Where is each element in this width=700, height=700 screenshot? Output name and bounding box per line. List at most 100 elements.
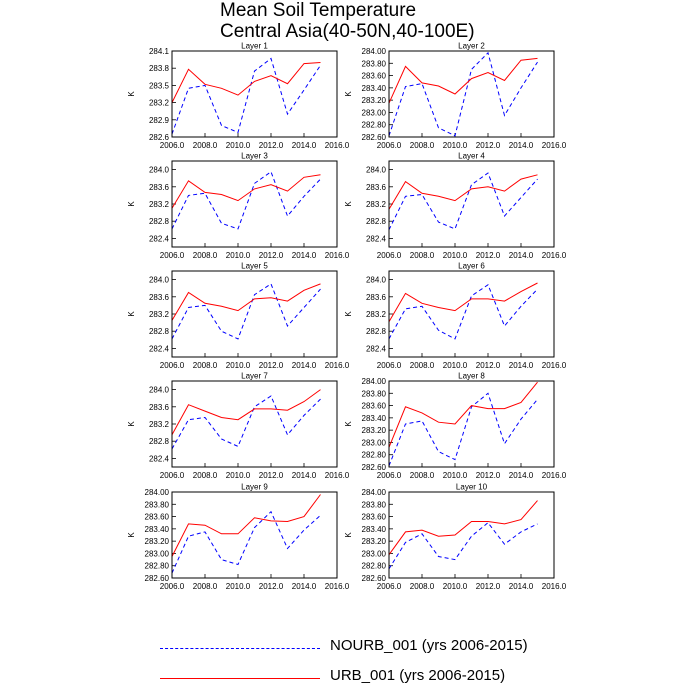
y-tick-label: 282.80 (362, 451, 387, 460)
x-tick-label: 2014.0 (509, 251, 534, 260)
x-tick-label: 2006.0 (160, 471, 185, 480)
x-tick-label: 2014.0 (509, 471, 534, 480)
y-tick-label: 282.60 (362, 463, 387, 472)
series-line-nourb (388, 521, 538, 570)
x-tick-label: 2008.0 (193, 471, 218, 480)
x-tick-label: 2008.0 (410, 582, 435, 591)
x-tick-label: 2016.0 (325, 141, 350, 150)
x-tick-label: 2016.0 (542, 582, 567, 591)
series-line-urb (171, 283, 321, 321)
y-tick-label: 283.20 (362, 426, 387, 435)
series-line-nourb (171, 510, 321, 574)
panel-title: Layer 5 (241, 262, 268, 271)
y-tick-label: 282.80 (362, 562, 387, 571)
y-tick-label: 283.60 (362, 402, 387, 411)
y-tick-label: 282.4 (149, 234, 170, 243)
y-tick-label: 283.2 (149, 310, 170, 319)
y-tick-label: 283.2 (149, 200, 170, 209)
y-tick-label: 283.40 (145, 525, 170, 534)
y-tick-label: 284.0 (149, 166, 170, 175)
y-axis-label: K (127, 201, 136, 207)
y-tick-label: 283.00 (362, 108, 387, 117)
x-tick-label: 2006.0 (377, 251, 402, 260)
y-tick-label: 283.40 (362, 414, 387, 423)
y-tick-label: 282.8 (149, 437, 170, 446)
title-line-1: Mean Soil Temperature (220, 0, 417, 21)
y-tick-label: 283.80 (362, 59, 387, 68)
series-line-urb (171, 389, 321, 436)
legend: NOURB_001 (yrs 2006-2015) URB_001 (yrs 2… (160, 636, 580, 696)
x-tick-label: 2006.0 (377, 582, 402, 591)
panel-title: Layer 9 (241, 483, 268, 492)
x-tick-label: 2012.0 (259, 141, 284, 150)
x-tick-label: 2006.0 (160, 582, 185, 591)
x-tick-label: 2010.0 (226, 361, 251, 370)
series-line-nourb (171, 57, 321, 135)
panel-title: Layer 10 (456, 483, 488, 492)
y-tick-label: 283.80 (145, 500, 170, 509)
x-tick-label: 2008.0 (410, 141, 435, 150)
panel-1: Layer 1 K 2006.0 2008.0 2010.0 2012.0 2014.0 20… (127, 42, 350, 151)
y-tick-label: 282.4 (366, 344, 387, 353)
y-tick-label: 284.00 (362, 47, 387, 56)
series-line-nourb (388, 172, 538, 231)
x-tick-label: 2008.0 (193, 141, 218, 150)
x-tick-label: 2012.0 (476, 361, 501, 370)
x-tick-label: 2008.0 (193, 251, 218, 260)
y-tick-label: 283.60 (145, 513, 170, 522)
x-tick-label: 2016.0 (542, 141, 567, 150)
x-tick-label: 2014.0 (509, 361, 534, 370)
y-tick-label: 282.80 (362, 121, 387, 130)
series-line-urb (388, 381, 538, 448)
y-tick-label: 284.00 (145, 488, 170, 497)
y-tick-label: 284.00 (362, 377, 387, 386)
y-tick-label: 283.20 (145, 537, 170, 546)
plot-frame (388, 270, 555, 358)
x-tick-label: 2010.0 (443, 361, 468, 370)
legend-swatch-urb (160, 678, 320, 679)
y-tick-label: 283.40 (362, 84, 387, 93)
y-tick-label: 283.2 (149, 99, 170, 108)
y-tick-label: 282.9 (149, 116, 170, 125)
panel-title: Layer 8 (458, 372, 485, 381)
x-tick-label: 2016.0 (542, 471, 567, 480)
panel-title: Layer 4 (458, 152, 485, 161)
x-tick-label: 2012.0 (259, 582, 284, 591)
y-axis-label: K (127, 532, 136, 538)
panel-grid: Layer 1 K 2006.0 2008.0 2010.0 2012.0 2014.0 20… (127, 42, 567, 592)
x-tick-label: 2016.0 (542, 251, 567, 260)
x-tick-label: 2012.0 (259, 361, 284, 370)
series-line-urb (171, 62, 321, 103)
y-tick-label: 282.60 (362, 133, 387, 142)
y-axis-label: K (344, 532, 353, 538)
y-axis-label: K (344, 421, 353, 427)
legend-item-urb: URB_001 (yrs 2006-2015) (160, 666, 580, 690)
y-tick-label: 284.0 (149, 386, 170, 395)
legend-label-nourb: NOURB_001 (yrs 2006-2015) (330, 637, 528, 654)
x-tick-label: 2016.0 (542, 361, 567, 370)
x-tick-label: 2006.0 (377, 361, 402, 370)
x-tick-label: 2016.0 (325, 251, 350, 260)
panel-title: Layer 3 (241, 152, 268, 161)
panel-4: Layer 4 K 2006.0 2008.0 2010.0 2012.0 2014.0 20… (344, 152, 567, 261)
x-tick-label: 2010.0 (226, 251, 251, 260)
y-tick-label: 283.6 (366, 293, 387, 302)
x-tick-label: 2010.0 (443, 471, 468, 480)
series-line-urb (171, 174, 321, 209)
panel-title: Layer 6 (458, 262, 485, 271)
y-axis-label: K (344, 311, 353, 317)
series-line-nourb (171, 171, 321, 230)
y-tick-label: 283.60 (362, 513, 387, 522)
figure-title: Mean Soil Temperature Central Asia(40-50… (220, 0, 475, 42)
legend-label-urb: URB_001 (yrs 2006-2015) (330, 667, 506, 684)
y-tick-label: 282.80 (145, 562, 170, 571)
x-tick-label: 2010.0 (443, 141, 468, 150)
series-line-nourb (388, 51, 538, 137)
y-axis-label: K (127, 421, 136, 427)
x-tick-label: 2016.0 (325, 471, 350, 480)
plot-frame (388, 380, 555, 468)
x-tick-label: 2012.0 (259, 251, 284, 260)
y-tick-label: 284.0 (366, 166, 387, 175)
title-line-2: Central Asia(40-50N,40-100E) (220, 21, 475, 42)
panel-9: Layer 9 K 2006.0 2008.0 2010.0 2012.0 2014.0 20… (127, 483, 350, 592)
